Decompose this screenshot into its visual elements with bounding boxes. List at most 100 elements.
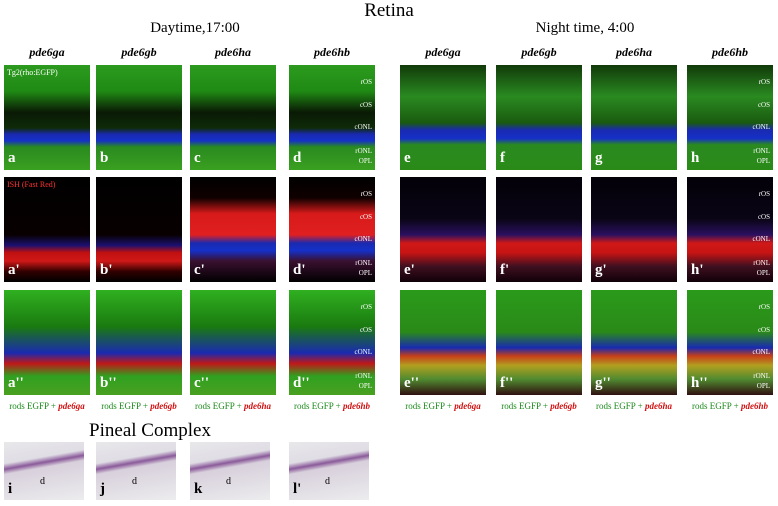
- layer-label: rOS: [360, 189, 372, 198]
- caption-prefix: rods EGFP +: [501, 401, 548, 411]
- layer-label: rOS: [758, 77, 770, 86]
- caption-gene: pde6ha: [244, 401, 271, 411]
- micrograph-panel: h'' rOS cOS cONL rONL OPL: [687, 290, 773, 395]
- column-header: pde6ga: [29, 45, 65, 59]
- panel-letter: c: [194, 150, 201, 166]
- micrograph-panel: g: [591, 65, 677, 170]
- layer-label: rONL: [355, 371, 372, 380]
- caption-gene: pde6hb: [741, 401, 768, 411]
- panel-letter: k: [194, 481, 203, 497]
- layer-label: cOS: [757, 212, 770, 221]
- micrograph-panel: b': [96, 177, 182, 282]
- column-header: pde6hb: [314, 45, 350, 59]
- panel-letter: b': [100, 262, 113, 278]
- panel-letter: l': [293, 481, 302, 497]
- micrograph-panel: g': [591, 177, 677, 282]
- micrograph-panel: e': [400, 177, 486, 282]
- column-header: pde6gb: [521, 45, 557, 59]
- layer-label: rONL: [753, 258, 770, 267]
- caption-gene: pde6ga: [58, 401, 85, 411]
- panel-letter: g: [595, 150, 603, 166]
- caption: rods EGFP + pde6ha: [190, 401, 276, 411]
- layer-label: rOS: [758, 302, 770, 311]
- pineal-panel: l' d: [289, 442, 369, 500]
- panel-letter: f: [500, 150, 505, 166]
- panel-letter: h': [691, 262, 704, 278]
- micrograph-panel: c'': [190, 290, 276, 395]
- caption: rods EGFP + pde6gb: [496, 401, 582, 411]
- column-header: pde6hb: [712, 45, 748, 59]
- pineal-d-label: d: [325, 476, 330, 487]
- micrograph-panel: h' rOS cOS cONL rONL OPL: [687, 177, 773, 282]
- row-label: ISH (Fast Red): [7, 180, 56, 189]
- caption: rods EGFP + pde6ga: [400, 401, 486, 411]
- panel-letter: d': [293, 262, 306, 278]
- figure-title: Retina: [364, 0, 414, 21]
- micrograph-panel: a' ISH (Fast Red): [4, 177, 90, 282]
- caption-prefix: rods EGFP +: [405, 401, 452, 411]
- panel-letter: e: [404, 150, 411, 166]
- caption-prefix: rods EGFP +: [596, 401, 643, 411]
- caption-gene: pde6gb: [150, 401, 177, 411]
- panel-letter: b'': [100, 375, 117, 391]
- layer-label: cOS: [757, 325, 770, 334]
- micrograph-panel: g'': [591, 290, 677, 395]
- micrograph-panel: e: [400, 65, 486, 170]
- micrograph-panel: d rOS cOS cONL rONL OPL: [289, 65, 375, 170]
- panel-letter: e': [404, 262, 415, 278]
- panel-letter: b: [100, 150, 109, 166]
- caption-prefix: rods EGFP +: [9, 401, 56, 411]
- micrograph-panel: c': [190, 177, 276, 282]
- layer-label: cOS: [757, 100, 770, 109]
- caption-prefix: rods EGFP +: [692, 401, 739, 411]
- layer-label: rOS: [360, 77, 372, 86]
- panel-letter: g'': [595, 375, 611, 391]
- caption: rods EGFP + pde6gb: [96, 401, 182, 411]
- panel-letter: a': [8, 262, 20, 278]
- layer-label: cOS: [359, 212, 372, 221]
- layer-label: cONL: [354, 122, 373, 131]
- panel-letter: j: [100, 481, 105, 497]
- panel-letter: f': [500, 262, 510, 278]
- panel-letter: g': [595, 262, 607, 278]
- panel-letter: a'': [8, 375, 24, 391]
- group-label: Daytime,17:00: [150, 20, 240, 36]
- micrograph-panel: b'': [96, 290, 182, 395]
- panel-letter: e'': [404, 375, 419, 391]
- pineal-d-label: d: [226, 476, 231, 487]
- layer-label: rONL: [355, 146, 372, 155]
- row-label: Tg2(rho:EGFP): [7, 68, 58, 77]
- micrograph-panel: a'': [4, 290, 90, 395]
- layer-label: cONL: [354, 347, 373, 356]
- pineal-title: Pineal Complex: [89, 420, 211, 441]
- panel-letter: a: [8, 150, 16, 166]
- layer-label: rONL: [753, 146, 770, 155]
- caption-prefix: rods EGFP +: [101, 401, 148, 411]
- layer-label: rOS: [758, 189, 770, 198]
- micrograph-panel: d'' rOS cOS cONL rONL OPL: [289, 290, 375, 395]
- micrograph-panel: f: [496, 65, 582, 170]
- layer-label: rOS: [360, 302, 372, 311]
- layer-label: OPL: [358, 382, 372, 391]
- layer-label: cONL: [752, 234, 771, 243]
- panel-letter: i: [8, 481, 13, 497]
- caption: rods EGFP + pde6ha: [591, 401, 677, 411]
- panel-letter: h'': [691, 375, 708, 391]
- layer-label: OPL: [756, 157, 770, 166]
- layer-label: cONL: [752, 347, 771, 356]
- layer-label: cOS: [359, 100, 372, 109]
- layer-label: OPL: [756, 269, 770, 278]
- column-header: pde6ha: [616, 45, 652, 59]
- panel-letter: f'': [500, 375, 514, 391]
- caption: rods EGFP + pde6hb: [289, 401, 375, 411]
- pineal-d-label: d: [132, 476, 137, 487]
- micrograph-panel: f': [496, 177, 582, 282]
- caption-gene: pde6ga: [454, 401, 481, 411]
- micrograph-panel: f'': [496, 290, 582, 395]
- panel-letter: d'': [293, 375, 310, 391]
- layer-label: OPL: [756, 382, 770, 391]
